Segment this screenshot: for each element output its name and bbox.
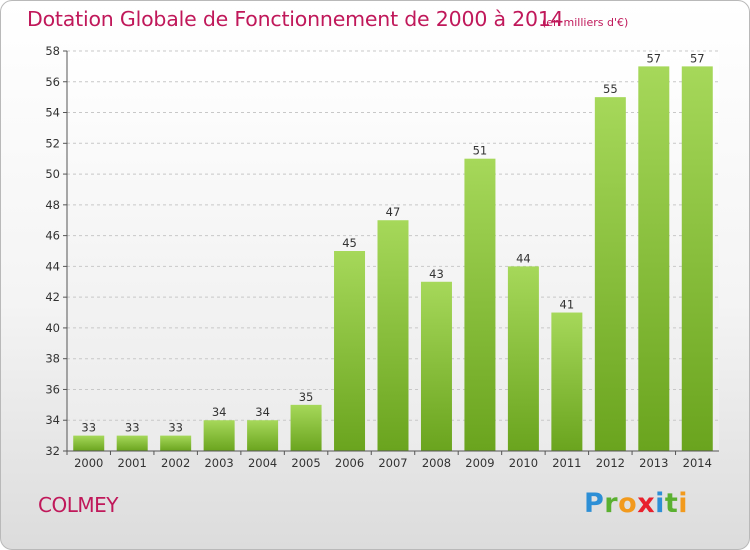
y-tick-label: 46: [45, 229, 60, 243]
bar-value-label: 47: [386, 205, 401, 219]
logo-letter: P: [584, 488, 605, 519]
x-tick-label: 2001: [118, 456, 147, 470]
bar-value-label: 34: [255, 405, 270, 419]
bar: [681, 66, 713, 451]
bar-value-label: 57: [646, 51, 661, 65]
y-tick-label: 52: [45, 136, 60, 150]
bar-value-label: 45: [342, 236, 357, 250]
y-tick-label: 34: [45, 413, 60, 427]
y-tick-label: 58: [45, 44, 60, 58]
bar: [203, 420, 235, 451]
x-tick-label: 2013: [639, 456, 668, 470]
bar-value-label: 43: [429, 267, 444, 281]
y-tick-label: 32: [45, 444, 60, 458]
x-tick-label: 2009: [465, 456, 494, 470]
logo-letter: o: [618, 488, 638, 519]
chart-title: Dotation Globale de Fonctionnement de 20…: [27, 7, 564, 31]
bar: [160, 435, 192, 451]
logo-letter: r: [604, 488, 619, 519]
bar: [464, 158, 496, 451]
y-tick-label: 50: [45, 167, 60, 181]
bar: [116, 435, 148, 451]
bar-value-label: 44: [516, 251, 531, 265]
bar: [638, 66, 670, 451]
y-tick-label: 36: [45, 382, 60, 396]
bar-value-label: 41: [560, 298, 575, 312]
bar: [247, 420, 279, 451]
x-tick-label: 2005: [291, 456, 320, 470]
x-tick-label: 2003: [204, 456, 233, 470]
bar: [334, 251, 366, 451]
bar-value-label: 51: [473, 144, 488, 158]
bar: [73, 435, 105, 451]
proxiti-logo: Proxiti: [584, 488, 688, 519]
bar: [594, 97, 626, 452]
x-tick-label: 2008: [422, 456, 451, 470]
bar: [420, 281, 452, 451]
x-tick-label: 2007: [378, 456, 407, 470]
y-tick-label: 56: [45, 75, 60, 89]
y-tick-label: 40: [45, 321, 60, 335]
bar-value-label: 34: [212, 405, 227, 419]
y-tick-label: 54: [45, 106, 60, 120]
logo-letter: i: [678, 488, 689, 519]
logo-letter: x: [637, 488, 656, 519]
bar: [377, 220, 409, 451]
logo-letter: t: [664, 488, 679, 519]
bar-value-label: 55: [603, 82, 618, 96]
bar-value-label: 33: [125, 421, 140, 435]
x-tick-label: 2002: [161, 456, 190, 470]
x-tick-label: 2010: [509, 456, 538, 470]
bar: [290, 404, 322, 451]
bar-value-label: 33: [168, 421, 183, 435]
y-tick-label: 44: [45, 259, 60, 273]
y-tick-label: 38: [45, 352, 60, 366]
bar-value-label: 57: [690, 51, 705, 65]
x-tick-label: 2014: [683, 456, 712, 470]
y-tick-label: 48: [45, 198, 60, 212]
chart-subtitle: (en milliers d'€): [542, 16, 629, 29]
x-tick-label: 2004: [248, 456, 277, 470]
bar-value-label: 33: [81, 421, 96, 435]
bar-value-label: 35: [299, 390, 314, 404]
bar: [507, 266, 539, 451]
x-tick-label: 2000: [74, 456, 103, 470]
x-tick-label: 2012: [596, 456, 625, 470]
x-tick-label: 2011: [552, 456, 581, 470]
x-tick-label: 2006: [335, 456, 364, 470]
y-tick-label: 42: [45, 290, 60, 304]
commune-name: COLMEY: [38, 493, 118, 517]
logo-letter: i: [655, 488, 665, 519]
bar: [551, 312, 583, 451]
